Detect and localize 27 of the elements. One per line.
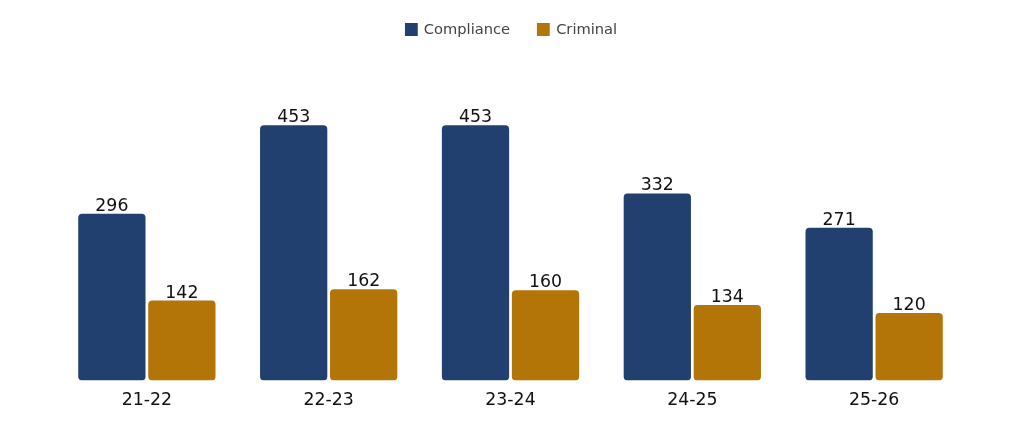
x-tick-label: 23-24 [485,388,536,409]
bar [511,290,580,381]
bar [260,125,328,381]
x-tick-label: 21-22 [121,388,173,409]
data-label: 120 [892,293,926,314]
x-tick-label: 25-26 [848,388,900,409]
bar [623,193,691,381]
data-label: 142 [165,281,199,302]
bar [805,227,873,381]
data-label: 453 [458,106,493,127]
data-label: 296 [95,194,129,215]
data-label: 332 [640,174,674,195]
bar [78,213,146,381]
x-tick-label: 24-25 [667,388,718,409]
data-label: 162 [347,270,381,291]
bar [441,125,510,381]
data-label: 453 [277,106,311,127]
data-label: 134 [710,286,744,307]
bar [875,312,943,381]
x-tick-label: 22-23 [303,388,354,409]
legend-label: Criminal [556,20,618,37]
bar [148,300,216,381]
legend-label: Compliance [423,20,511,37]
bar [330,289,398,381]
data-label: 271 [822,208,856,229]
data-label: 160 [528,271,563,292]
bar [693,305,761,381]
